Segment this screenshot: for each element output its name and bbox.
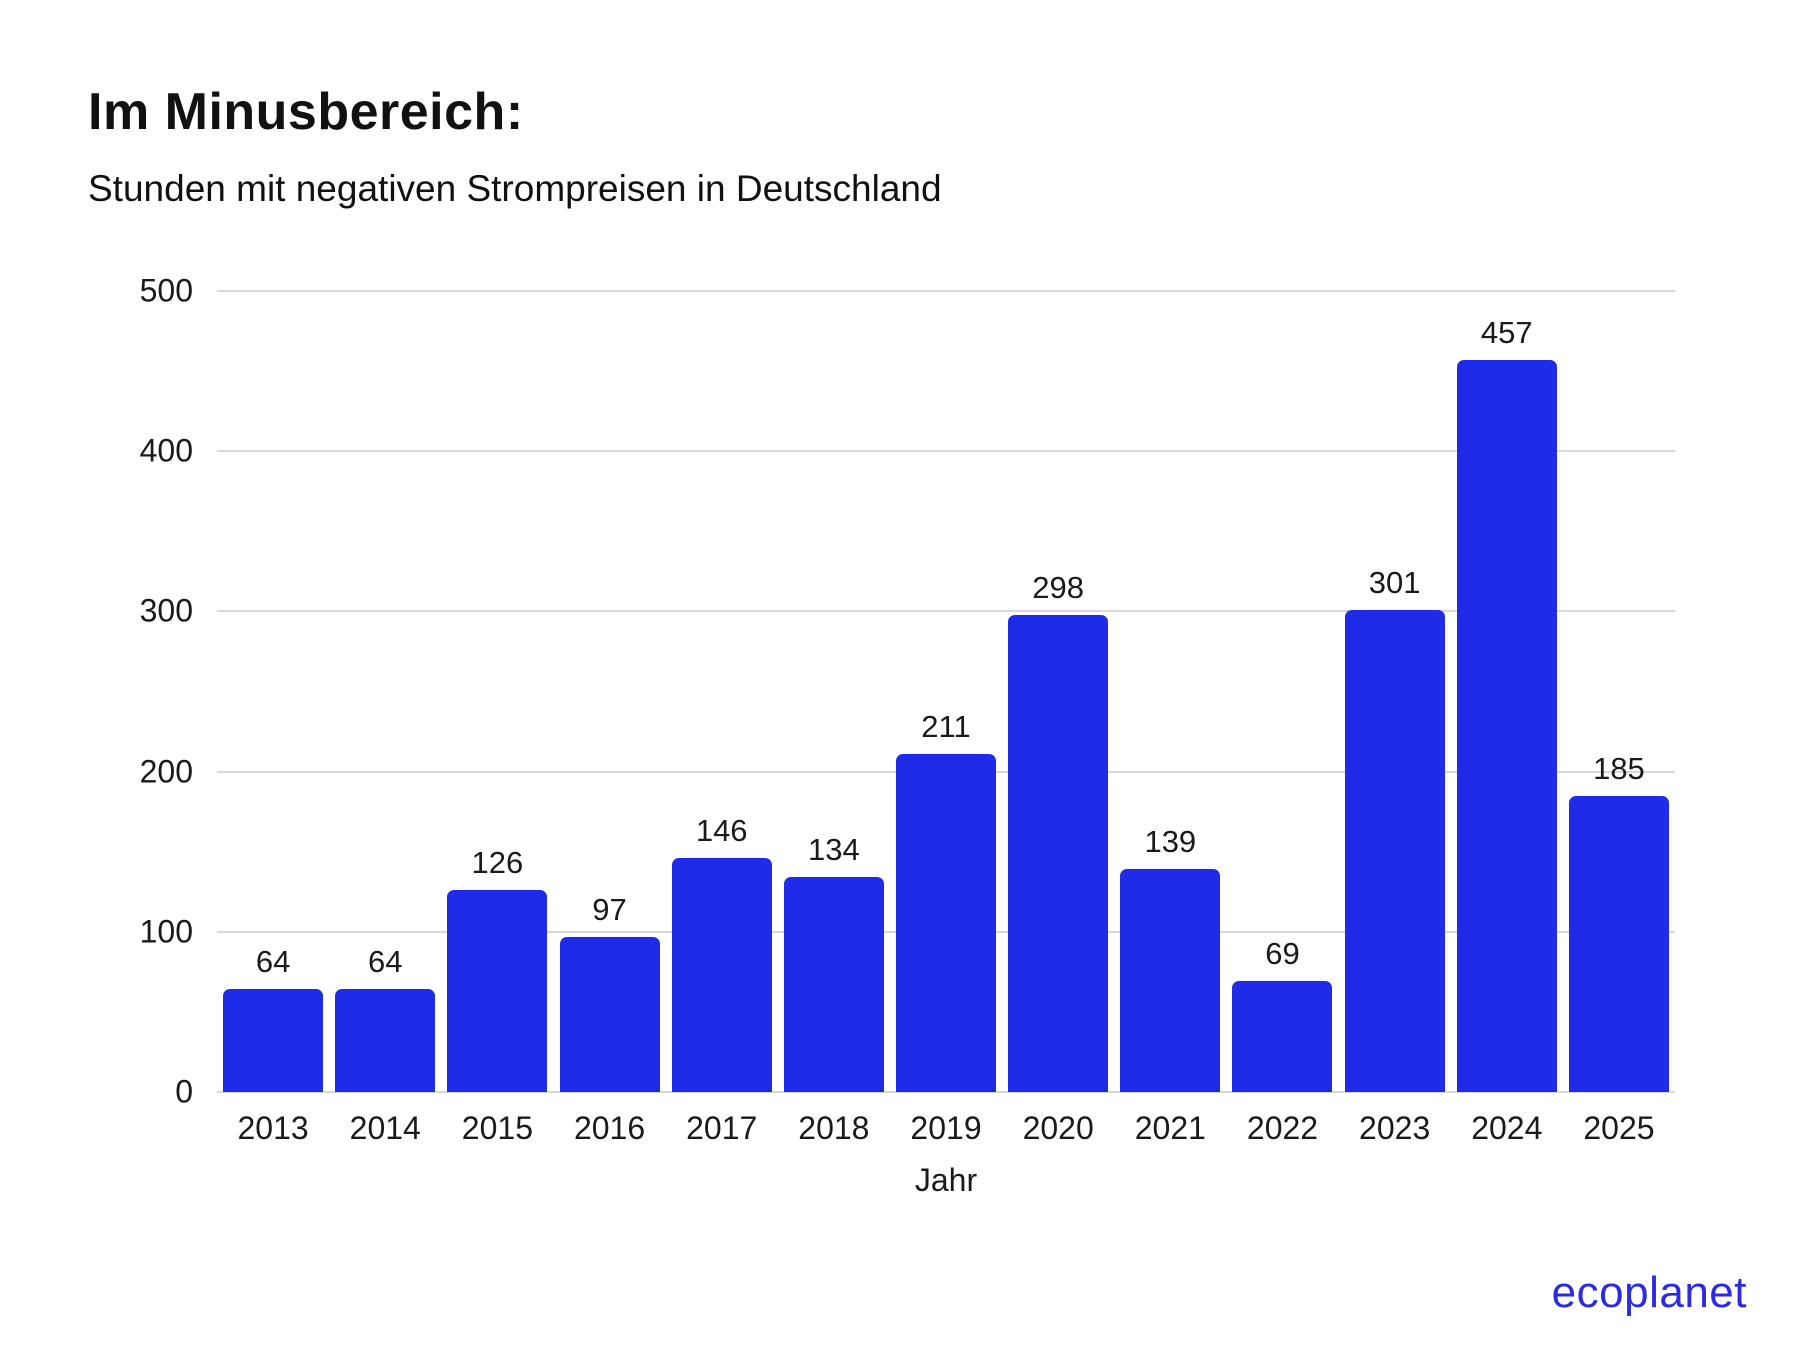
bar-2022 — [1232, 981, 1333, 1092]
bar-slot-2023: 301 — [1339, 291, 1451, 1092]
bar-2020 — [1008, 614, 1109, 1092]
bar-slot-2015: 126 — [441, 291, 553, 1092]
x-tick-label-2016: 2016 — [573, 1110, 646, 1146]
y-tick-label-300: 300 — [139, 592, 193, 629]
bar-2018 — [783, 877, 884, 1092]
bar-2013 — [223, 989, 324, 1092]
x-tick-label-2013: 2013 — [237, 1110, 309, 1146]
bar-2014 — [335, 989, 436, 1092]
bar-value-label-2017: 146 — [695, 813, 748, 849]
y-tick-label-100: 100 — [139, 913, 193, 950]
bar-2017 — [671, 858, 772, 1092]
bar-2015 — [447, 890, 548, 1092]
x-tick-label-2025: 2025 — [1583, 1110, 1655, 1146]
bar-2025 — [1568, 795, 1669, 1092]
bar-value-label-2016: 97 — [592, 891, 627, 927]
y-tick-label-200: 200 — [139, 753, 193, 790]
bar-slot-2025: 185 — [1563, 291, 1675, 1092]
gridline-y-400 — [217, 450, 1675, 453]
bar-slot-2014: 64 — [329, 291, 441, 1092]
bar-slot-2022: 69 — [1226, 291, 1338, 1092]
bar-value-label-2015: 126 — [471, 845, 524, 881]
y-axis-tick-labels: 0 100 200 300 400 500 — [0, 273, 193, 1110]
bar-value-label-2019: 211 — [921, 708, 971, 744]
bar-2019 — [896, 753, 997, 1092]
bar-slot-2021: 139 — [1114, 291, 1226, 1092]
x-axis-tick-labels: 2013 2014 2015 2016 2017 2018 2019 2020 2021 2022… — [217, 1110, 1675, 1147]
bar-value-label-2018: 134 — [807, 832, 860, 868]
bar-value-label-2021: 139 — [1144, 824, 1197, 860]
x-tick-label-2021: 2021 — [1134, 1110, 1206, 1146]
bar-value-label-2014: 64 — [367, 944, 403, 980]
bar-2016 — [559, 936, 660, 1092]
x-tick-label-2023: 2023 — [1359, 1110, 1431, 1146]
chart-subtitle: Stunden mit negativen Strompreisen in De… — [88, 168, 942, 209]
bar-series: 64 64 126 97 146 134 211 298 139 69 301 457 185 — [217, 291, 1675, 1092]
bar-2023 — [1344, 609, 1445, 1092]
bar-slot-2018: 134 — [778, 291, 890, 1092]
ecoplanet-logo: ecoplanet — [1551, 1268, 1747, 1317]
bar-value-label-2013: 64 — [255, 944, 291, 980]
x-tick-label-2024: 2024 — [1471, 1110, 1543, 1146]
x-tick-label-2014: 2014 — [349, 1110, 421, 1146]
gridline-y-300 — [217, 610, 1675, 613]
bar-slot-2013: 64 — [217, 291, 329, 1092]
x-tick-label-2019: 2019 — [910, 1110, 982, 1146]
x-axis-title: Jahr — [914, 1162, 978, 1198]
bar-slot-2024: 457 — [1451, 291, 1563, 1092]
chart-title: Im Minusbereich: — [88, 83, 524, 141]
bar-slot-2019: 211 — [890, 291, 1002, 1092]
bar-value-label-2020: 298 — [1032, 569, 1085, 605]
plot-area: 64 64 126 97 146 134 211 298 139 69 301 457 185 — [217, 290, 1675, 1093]
x-tick-label-2015: 2015 — [461, 1110, 533, 1146]
gridline-y-500 — [217, 290, 1675, 292]
y-tick-label-400: 400 — [139, 432, 193, 469]
x-tick-label-2018: 2018 — [798, 1110, 870, 1146]
bar-value-label-2022: 69 — [1265, 936, 1300, 972]
y-tick-label-0: 0 — [175, 1073, 193, 1110]
bar-value-label-2024: 457 — [1480, 314, 1533, 350]
bar-2024 — [1456, 359, 1557, 1092]
bar-slot-2017: 146 — [666, 291, 778, 1092]
x-tick-label-2020: 2020 — [1022, 1110, 1094, 1146]
bar-slot-2016: 97 — [553, 291, 665, 1092]
y-tick-label-500: 500 — [139, 272, 193, 309]
gridline-y-0 — [217, 1091, 1675, 1093]
bar-slot-2020: 298 — [1002, 291, 1114, 1092]
x-tick-label-2022: 2022 — [1246, 1110, 1319, 1146]
bar-value-label-2025: 185 — [1593, 750, 1645, 786]
bar-2021 — [1120, 869, 1221, 1092]
bar-value-label-2023: 301 — [1368, 564, 1421, 600]
x-tick-label-2017: 2017 — [686, 1110, 758, 1146]
